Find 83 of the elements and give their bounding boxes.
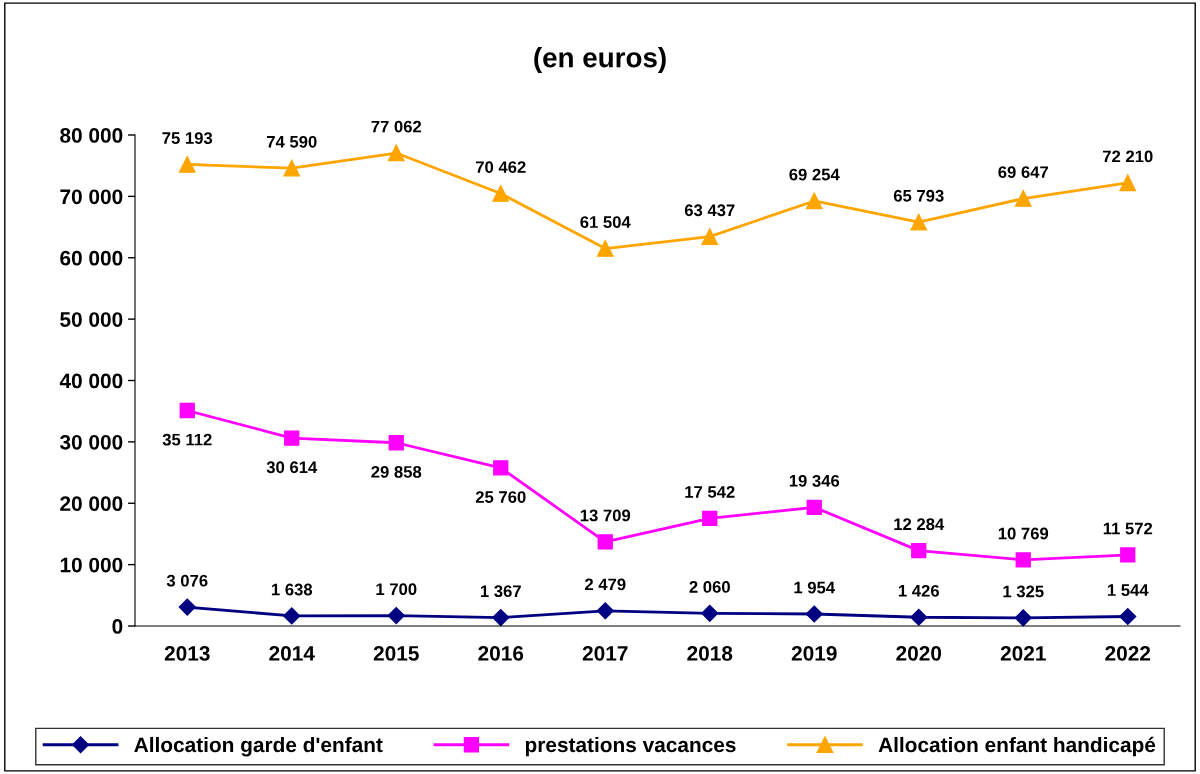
point [701,228,719,245]
point [284,430,300,446]
data-label: 11 572 [1103,522,1153,535]
point [1015,552,1031,568]
data-label: 25 760 [475,491,526,503]
x-tick-label: 2022 [1105,645,1151,661]
data-label: 3 076 [166,574,208,587]
point [1119,607,1137,626]
point [178,156,196,173]
x-tick-label: 2020 [896,645,942,661]
y-tick-label: 30 000 [59,434,123,450]
data-label: 69 254 [789,168,840,181]
point [910,213,928,231]
legend-label: prestations vacances [525,736,736,757]
data-label: 13 709 [580,509,631,522]
point [178,598,196,616]
point [701,604,719,622]
point [911,542,927,559]
data-label: 19 346 [789,474,840,487]
data-label: 77 062 [371,120,422,133]
data-label: 1 426 [898,584,939,597]
point [596,602,614,620]
data-label: 17 542 [685,486,735,498]
data-label: 10 769 [998,527,1049,540]
data-label: 65 793 [893,189,944,202]
data-label: 1 700 [376,583,417,596]
y-tick-label: 40 000 [59,373,123,389]
x-tick-label: 2019 [791,645,837,661]
data-label: 1 638 [271,583,313,596]
point [1119,174,1137,192]
data-label: 2 060 [689,581,730,593]
data-label: 69 647 [998,166,1049,179]
data-label: 75 193 [162,132,213,144]
data-label: 61 504 [580,216,631,228]
point [1014,609,1032,627]
point [596,240,614,257]
x-tick-label: 2013 [164,645,210,661]
point [910,608,928,626]
data-label: 74 590 [266,135,317,148]
data-label: 35 112 [162,433,212,446]
data-label: 30 614 [266,461,318,474]
legend-label: Allocation enfant handicapé [878,736,1156,757]
y-tick-label: 20 000 [60,496,123,511]
data-label: 12 284 [894,518,945,531]
y-tick-label: 60 000 [60,250,123,266]
data-label: 63 437 [684,204,735,217]
data-label: 70 462 [475,161,526,174]
data-label: 1 325 [1003,585,1044,598]
point [805,605,823,623]
x-tick-label: 2021 [1000,645,1046,661]
point [806,499,822,515]
point [1014,190,1032,207]
point [283,159,301,177]
x-tick-label: 2015 [373,645,419,661]
point [492,609,510,627]
y-tick-label: 80 000 [60,128,123,143]
x-tick-label: 2016 [478,645,524,661]
data-label: 1 367 [480,585,521,598]
x-tick-label: 2017 [582,645,628,661]
data-label: 1 544 [1107,584,1149,596]
y-tick-label: 10 000 [60,557,123,573]
point [387,144,405,162]
legend-label: Allocation garde d'enfant [134,736,383,757]
point [387,607,405,625]
data-label: 1 954 [794,581,836,594]
point [283,607,301,625]
point [702,510,718,526]
data-label: 29 858 [371,465,422,478]
data-label: 72 210 [1102,150,1153,163]
point [805,192,823,210]
y-tick-label: 70 000 [60,189,123,205]
point [179,402,195,419]
x-tick-label: 2014 [269,645,315,661]
point [388,435,404,451]
x-tick-label: 2018 [687,645,733,661]
point [493,460,509,476]
y-tick-label: 50 000 [60,312,123,327]
chart-title: (en euros) [534,47,666,73]
y-tick-label: 0 [112,619,123,634]
data-label: 2 479 [584,578,626,591]
point [597,534,613,550]
point [1120,547,1136,563]
point [492,185,510,202]
